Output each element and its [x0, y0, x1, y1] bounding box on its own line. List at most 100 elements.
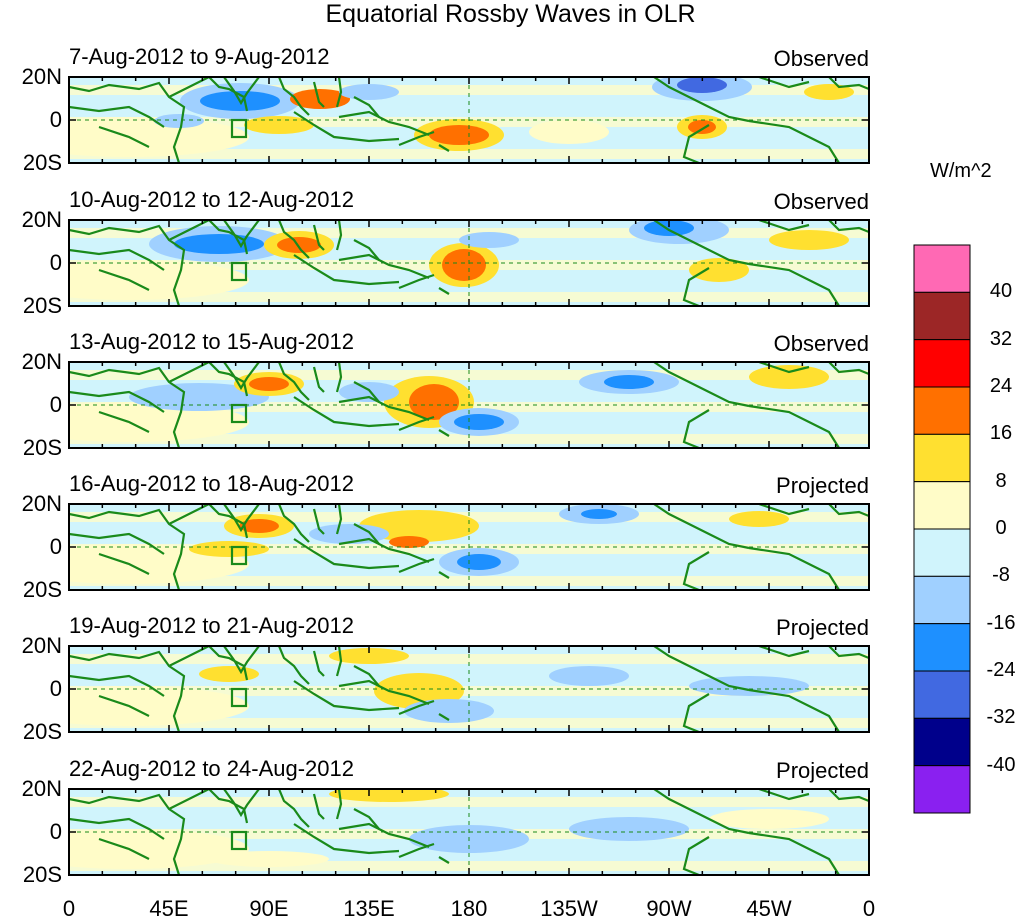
x-tick-label: 0: [862, 896, 876, 921]
colorbar-level-label: 24: [989, 375, 1013, 397]
y-tick-label: 20N: [21, 491, 62, 516]
olr-anomaly-contour: [569, 817, 689, 841]
y-tick-label: 20N: [21, 776, 62, 801]
panel-type-label: Observed: [773, 46, 869, 71]
map-panel-2: [68, 219, 870, 307]
map-panel-6: [68, 788, 870, 876]
y-tick-label: 20S: [22, 150, 62, 175]
colorbar-level-label: -16: [986, 611, 1016, 634]
y-tick-label: 20S: [22, 435, 62, 460]
olr-anomaly-contour: [604, 375, 654, 389]
colorbar-level-label: 16: [989, 422, 1013, 445]
panel-date-range: 13-Aug-2012 to 15-Aug-2012: [69, 329, 354, 354]
y-tick-label: 20S: [22, 577, 62, 602]
anomaly-band: [69, 85, 869, 95]
panel-date-range: 7-Aug-2012 to 9-Aug-2012: [69, 44, 330, 69]
olr-anomaly-contour: [459, 232, 519, 248]
panel-date-range: 19-Aug-2012 to 21-Aug-2012: [69, 613, 354, 638]
anomaly-band: [69, 797, 869, 807]
olr-anomaly-contour: [804, 84, 854, 100]
colorbar-swatch: [913, 717, 971, 767]
x-tick-label: 135W: [540, 896, 598, 921]
y-tick-label: 20N: [21, 207, 62, 232]
olr-anomaly-contour: [457, 554, 501, 570]
y-tick-label: 0: [49, 392, 62, 417]
anomaly-band: [69, 512, 869, 522]
olr-anomaly-contour: [189, 541, 269, 557]
y-tick-label: 20S: [22, 293, 62, 318]
x-tick-label: 180: [450, 896, 488, 921]
olr-anomaly-contour: [689, 676, 809, 696]
olr-anomaly-contour: [154, 114, 204, 128]
olr-anomaly-contour: [339, 84, 399, 100]
olr-anomaly-contour: [454, 414, 504, 430]
olr-anomaly-contour: [729, 511, 789, 527]
y-tick-label: 20S: [22, 719, 62, 744]
olr-anomaly-contour: [239, 519, 279, 533]
colorbar-swatch: [913, 386, 971, 435]
colorbar-swatch: [913, 765, 971, 814]
anomaly-band: [69, 370, 869, 380]
colorbar-swatch: [913, 670, 971, 719]
olr-anomaly-contour: [69, 686, 249, 726]
colorbar-units: W/m^2: [930, 160, 992, 182]
olr-anomaly-contour: [277, 237, 321, 253]
colorbar-level-label: 32: [989, 327, 1013, 350]
olr-anomaly-contour: [529, 120, 609, 144]
chart-title: Equatorial Rossby Waves in OLR: [325, 0, 696, 28]
anomaly-band: [69, 149, 869, 159]
olr-anomaly-contour: [389, 536, 429, 548]
olr-anomaly-contour: [769, 230, 849, 250]
olr-anomaly-contour: [689, 258, 749, 282]
panel-type-label: Projected: [776, 758, 869, 783]
anomaly-band: [69, 228, 869, 238]
olr-anomaly-contour: [290, 89, 350, 109]
panel-type-label: Observed: [773, 331, 869, 356]
olr-anomaly-contour: [442, 249, 486, 281]
olr-anomaly-contour: [644, 220, 694, 236]
y-tick-label: 20N: [21, 64, 62, 89]
anomaly-band: [69, 718, 869, 728]
olr-anomaly-contour: [329, 648, 409, 664]
colorbar-level-label: 8: [995, 469, 1007, 492]
olr-anomaly-contour: [209, 851, 329, 867]
map-panel-4: [68, 503, 870, 591]
panel-date-range: 16-Aug-2012 to 18-Aug-2012: [69, 471, 354, 496]
colorbar-level-label: -8: [992, 564, 1010, 587]
x-tick-label: 90W: [646, 896, 692, 921]
anomaly-band: [69, 654, 869, 664]
colorbar: [913, 244, 971, 814]
y-tick-label: 20N: [21, 349, 62, 374]
olr-anomaly-contour: [688, 120, 716, 134]
panel-date-range: 22-Aug-2012 to 24-Aug-2012: [69, 756, 354, 781]
olr-anomaly-contour: [709, 809, 829, 829]
olr-anomaly-contour: [69, 402, 249, 442]
y-tick-label: 0: [49, 676, 62, 701]
colorbar-swatch: [913, 291, 971, 341]
olr-anomaly-contour: [329, 789, 449, 802]
y-tick-label: 0: [49, 819, 62, 844]
olr-anomaly-contour: [174, 234, 264, 254]
anomaly-band: [69, 576, 869, 586]
colorbar-level-label: 40: [989, 280, 1013, 303]
x-tick-label: 45W: [746, 896, 792, 921]
colorbar-level-label: -32: [986, 706, 1016, 729]
panel-date-range: 10-Aug-2012 to 12-Aug-2012: [69, 187, 354, 212]
anomaly-band: [69, 292, 869, 302]
olr-anomaly-contour: [249, 377, 289, 391]
colorbar-swatch: [913, 575, 971, 625]
olr-anomaly-contour: [339, 382, 399, 402]
y-tick-label: 20N: [21, 633, 62, 658]
colorbar-swatch: [913, 339, 971, 388]
colorbar-swatch: [913, 481, 971, 530]
olr-anomaly-contour: [549, 666, 629, 686]
map-panel-5: [68, 645, 870, 733]
panel-type-label: Projected: [776, 473, 869, 498]
colorbar-swatch: [913, 623, 971, 672]
anomaly-band: [69, 686, 869, 696]
olr-anomaly-contour: [409, 384, 459, 420]
colorbar-swatch: [913, 433, 971, 483]
x-tick-label: 135E: [343, 896, 395, 921]
colorbar-swatch: [913, 244, 971, 293]
